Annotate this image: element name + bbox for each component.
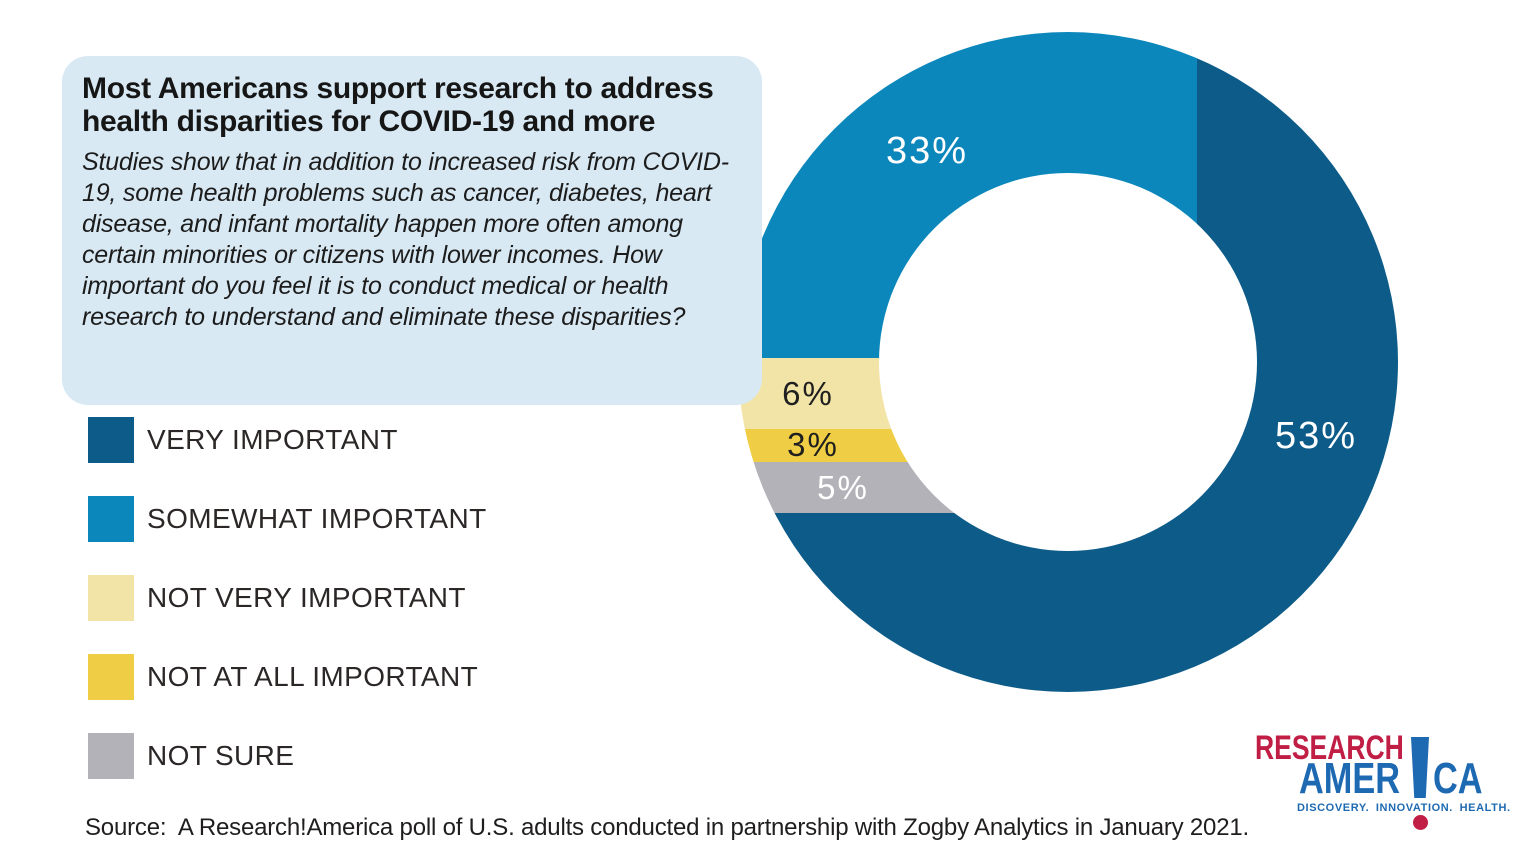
legend: VERY IMPORTANT SOMEWHAT IMPORTANT NOT VE… (88, 417, 487, 779)
legend-label: NOT VERY IMPORTANT (147, 582, 466, 613)
legend-item-not-sure: NOT SURE (88, 733, 487, 779)
legend-label: NOT SURE (147, 740, 295, 771)
donut-segment-somewhat-important (723, 20, 1197, 358)
logo-exclamation-dot-icon (1413, 815, 1428, 830)
logo-word-ca: CA (1433, 754, 1483, 803)
value-label-very-important: 53% (1274, 415, 1358, 457)
donut-segment-not-at-all-important (723, 429, 1068, 462)
legend-swatch-somewhat-important (88, 496, 134, 542)
logo-word-amer: AMER (1299, 754, 1401, 803)
value-label-not-at-all-important: 3% (787, 426, 839, 463)
legend-swatch-not-very-important (88, 575, 134, 621)
value-label-somewhat-important: 33% (885, 130, 969, 172)
legend-swatch-very-important (88, 417, 134, 463)
legend-item-very-important: VERY IMPORTANT (88, 417, 487, 463)
logo-word-research: RESEARCH (1255, 729, 1404, 767)
donut-segment-not-sure (723, 462, 1068, 513)
chart-question-subtitle: Studies show that in addition to increas… (82, 148, 729, 331)
research-america-logo: RESEARCH AMER CA DISCOVERY. INNOVATION. … (1253, 727, 1513, 837)
source-note: Source: A Research!America poll of U.S. … (85, 814, 1249, 841)
chart-title: Most Americans support research to addre… (82, 72, 714, 138)
legend-label: VERY IMPORTANT (147, 424, 398, 455)
legend-label: NOT AT ALL IMPORTANT (147, 661, 479, 692)
legend-label: SOMEWHAT IMPORTANT (147, 503, 487, 534)
legend-item-somewhat-important: SOMEWHAT IMPORTANT (88, 496, 487, 542)
logo-exclamation-bar-icon (1411, 737, 1429, 798)
value-label-not-sure: 5% (817, 469, 869, 506)
donut-segment-not-very-important (723, 358, 1068, 429)
legend-item-not-at-all-important: NOT AT ALL IMPORTANT (88, 654, 487, 700)
value-label-not-very-important: 6% (782, 375, 834, 412)
legend-item-not-very-important: NOT VERY IMPORTANT (88, 575, 487, 621)
logo-tagline: DISCOVERY. INNOVATION. HEALTH. (1297, 802, 1511, 814)
legend-swatch-not-at-all-important (88, 654, 134, 700)
legend-swatch-not-sure (88, 733, 134, 779)
question-box: Most Americans support research to addre… (62, 56, 762, 405)
